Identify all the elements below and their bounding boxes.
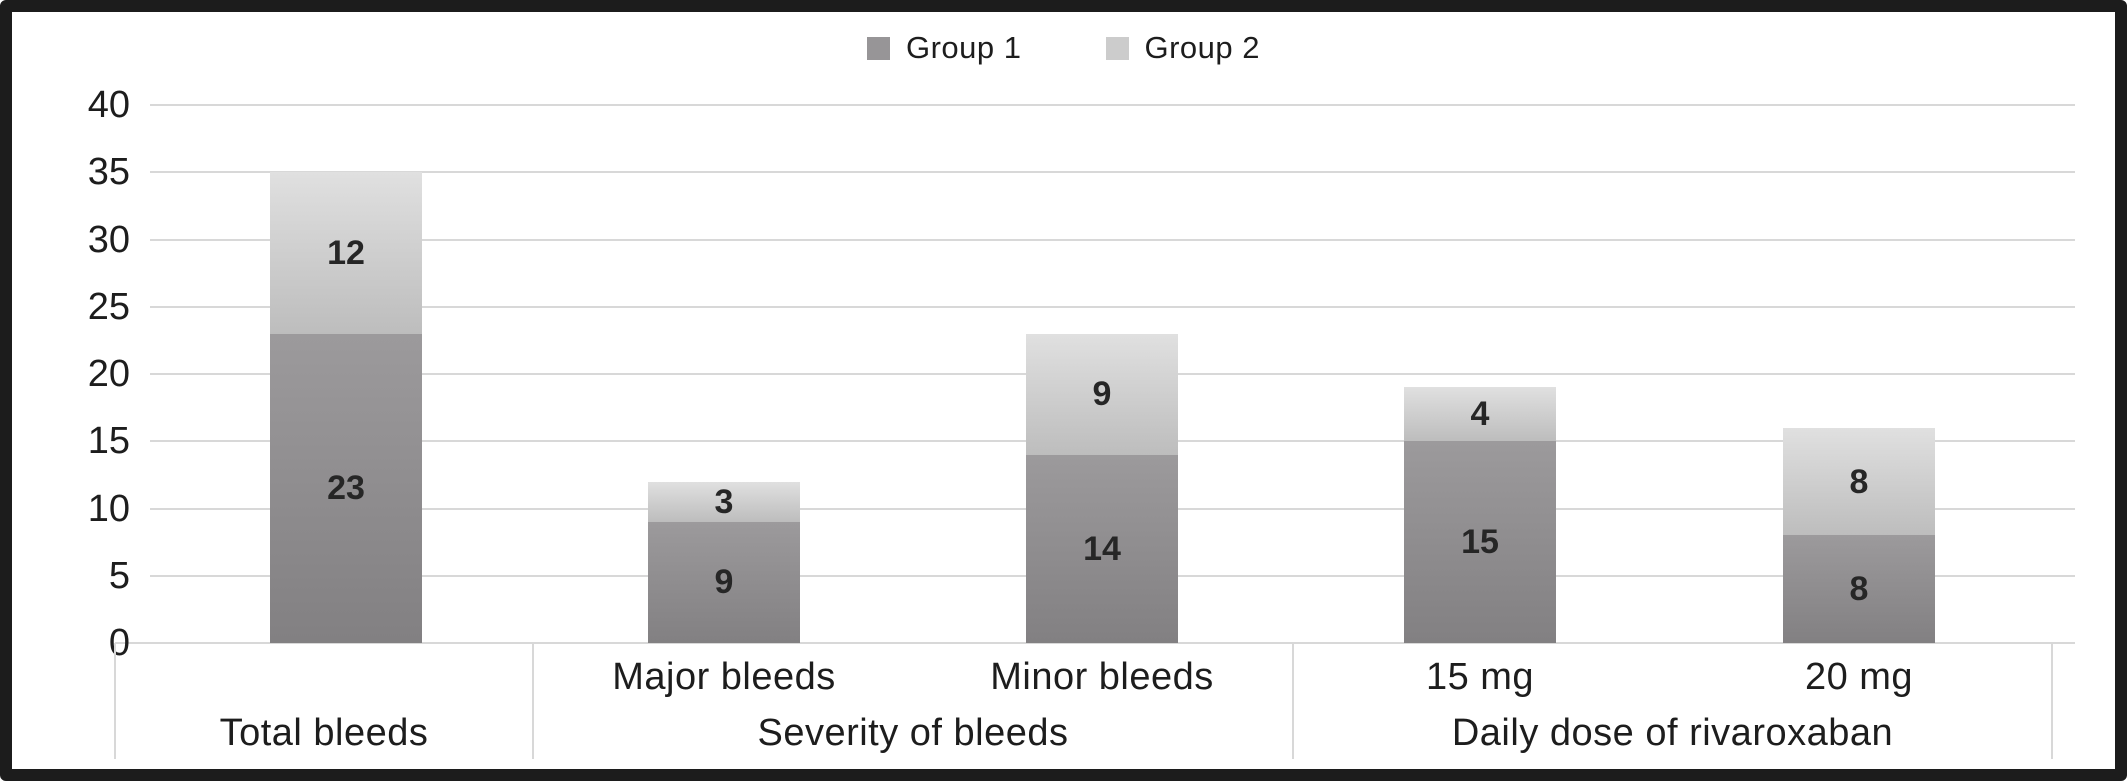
gridline-y-25	[150, 305, 2075, 308]
category-label-2: Minor bleeds	[990, 656, 1214, 698]
legend-swatch-group2-icon	[1105, 36, 1129, 60]
bar-value-label: 9	[714, 563, 734, 602]
legend-item-group1: Group 1	[866, 30, 1022, 66]
y-tick-label-5: 5	[108, 554, 130, 597]
y-tick-label-40: 40	[87, 84, 130, 126]
legend-label-group1: Group 1	[905, 30, 1022, 65]
bar-segment-group1-3: 15	[1404, 441, 1556, 643]
gridline-y-35	[150, 171, 2075, 174]
bar-value-label: 12	[327, 233, 365, 272]
bar-value-label: 8	[1849, 570, 1869, 609]
axis-group-divider	[532, 643, 534, 759]
bar-segment-group1-0: 23	[270, 333, 422, 643]
axis-group-divider	[1292, 643, 1294, 759]
y-tick-label-10: 10	[87, 487, 130, 530]
bar-segment-group2-3: 4	[1404, 387, 1556, 442]
chart-content: Group 1 Group 2 0 5 10 15 20 25 30 35 40 23 12 9 3 14…	[12, 12, 2115, 769]
y-tick-label-35: 35	[87, 151, 130, 194]
category-label-3: 15 mg	[1425, 656, 1535, 698]
y-tick-label-30: 30	[87, 218, 130, 261]
bar-segment-group1-4: 8	[1783, 535, 1935, 643]
axis-box-left-edge	[114, 643, 116, 759]
bar-segment-group2-4: 8	[1783, 427, 1935, 536]
chart-legend: Group 1 Group 2	[12, 30, 2115, 66]
y-tick-label-25: 25	[87, 285, 130, 328]
gridline-y-0	[115, 642, 2075, 644]
y-tick-label-0: 0	[108, 622, 130, 664]
group-label-0: Total bleeds	[219, 712, 429, 754]
bar-segment-group2-2: 9	[1026, 333, 1178, 455]
axis-box-right-edge	[2051, 643, 2053, 759]
legend-swatch-group1-icon	[866, 36, 890, 60]
legend-label-group2: Group 2	[1144, 30, 1261, 65]
y-tick-label-15: 15	[87, 420, 130, 463]
bar-segment-group1-2: 14	[1026, 454, 1178, 643]
group-label-1: Severity of bleeds	[757, 712, 1069, 754]
gridline-y-40	[150, 104, 2075, 106]
gridline-y-30	[150, 238, 2075, 241]
bar-value-label: 9	[1092, 375, 1112, 414]
bar-value-label: 3	[714, 482, 734, 521]
bar-value-label: 4	[1470, 395, 1490, 434]
bar-value-label: 15	[1461, 523, 1499, 562]
bar-value-label: 23	[327, 469, 365, 508]
bar-segment-group2-1: 3	[648, 481, 800, 522]
bar-value-label: 14	[1083, 529, 1121, 568]
category-label-4: 20 mg	[1804, 656, 1914, 698]
bar-segment-group1-1: 9	[648, 521, 800, 643]
y-tick-label-20: 20	[87, 353, 130, 395]
group-label-2: Daily dose of rivaroxaban	[1451, 712, 1894, 754]
bar-segment-group2-0: 12	[270, 172, 422, 334]
bar-value-label: 8	[1849, 462, 1869, 501]
legend-item-group2: Group 2	[1105, 30, 1261, 66]
category-label-1: Major bleeds	[612, 656, 836, 698]
